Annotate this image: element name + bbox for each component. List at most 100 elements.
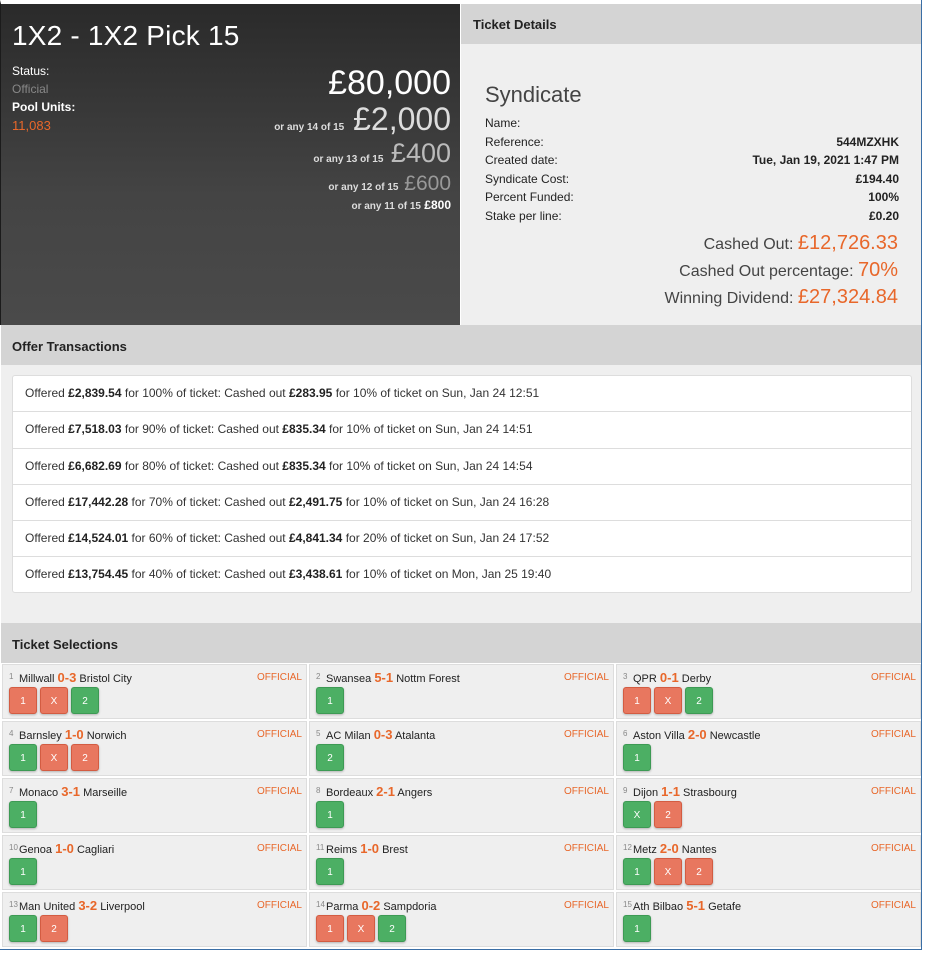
match-score: 5-1 bbox=[686, 898, 706, 913]
match-label: Reims 1-0 Brest bbox=[326, 841, 408, 856]
pick-button[interactable]: 2 bbox=[685, 858, 713, 885]
pick-button[interactable]: 1 bbox=[316, 687, 344, 714]
official-badge: OFFICIAL bbox=[256, 843, 302, 854]
pick-button[interactable]: 2 bbox=[40, 915, 68, 942]
match-score: 1-0 bbox=[360, 841, 380, 856]
pick-button[interactable]: 1 bbox=[623, 915, 651, 942]
pick-button[interactable]: X bbox=[654, 858, 682, 885]
detail-value: Tue, Jan 19, 2021 1:47 PM bbox=[752, 153, 899, 168]
detail-value: £194.40 bbox=[855, 171, 899, 186]
official-badge: OFFICIAL bbox=[256, 729, 302, 740]
match-label: Man United 3-2 Liverpool bbox=[19, 898, 145, 913]
pick-button[interactable]: 2 bbox=[71, 744, 99, 771]
match-label: Aston Villa 2-0 Newcastle bbox=[633, 727, 761, 742]
match-number: 14 bbox=[316, 900, 325, 909]
pick-button[interactable]: 1 bbox=[9, 915, 37, 942]
pick-button[interactable]: 1 bbox=[9, 687, 37, 714]
match-label: QPR 0-1 Derby bbox=[633, 670, 712, 685]
pick-button[interactable]: 1 bbox=[623, 858, 651, 885]
official-badge: OFFICIAL bbox=[563, 843, 609, 854]
match-label: Millwall 0-3 Bristol City bbox=[19, 670, 132, 685]
picks-group: 2 bbox=[316, 744, 344, 771]
pick-button[interactable]: 2 bbox=[685, 687, 713, 714]
match-score: 1-0 bbox=[55, 841, 74, 856]
match-score: 0-1 bbox=[659, 670, 679, 685]
pick-button[interactable]: 2 bbox=[654, 801, 682, 828]
selection-cell: 2 Swansea 5-1 Nottm Forest OFFICIAL 1 bbox=[309, 664, 614, 719]
official-badge: OFFICIAL bbox=[563, 786, 609, 797]
match-label: Bordeaux 2-1 Angers bbox=[326, 784, 433, 799]
pick-button[interactable]: 1 bbox=[623, 744, 651, 771]
cashout-amount: £283.95 bbox=[288, 386, 333, 400]
status-value: Official bbox=[12, 82, 49, 96]
pick-button[interactable]: X bbox=[347, 915, 375, 942]
match-number: 6 bbox=[623, 729, 628, 738]
ticket-details-heading: Ticket Details bbox=[461, 4, 921, 44]
pick-button[interactable]: 1 bbox=[623, 687, 651, 714]
cashed-out: Cashed Out: £12,726.33 bbox=[703, 232, 898, 254]
pick-button[interactable]: 1 bbox=[9, 801, 37, 828]
picks-group: 1 bbox=[9, 858, 37, 885]
prize-13-of-15: or any 13 of 15 £400 bbox=[313, 138, 451, 168]
detail-key: Syndicate Cost: bbox=[485, 171, 570, 186]
detail-value: 100% bbox=[868, 190, 899, 205]
offer-amount: £2,839.54 bbox=[68, 386, 122, 400]
pick-button[interactable]: 1 bbox=[316, 915, 344, 942]
pick-button[interactable]: 1 bbox=[316, 801, 344, 828]
picks-group: 1 bbox=[623, 915, 651, 942]
offer-row: Offered £17,442.28 for 70% of ticket: Ca… bbox=[13, 485, 911, 522]
pick-button[interactable]: 1 bbox=[9, 744, 37, 771]
match-score: 5-1 bbox=[374, 670, 394, 685]
official-badge: OFFICIAL bbox=[870, 786, 916, 797]
detail-key: Name: bbox=[485, 116, 521, 130]
pool-title: 1X2 - 1X2 Pick 15 bbox=[12, 20, 240, 51]
pick-button[interactable]: X bbox=[654, 687, 682, 714]
pick-button[interactable]: 1 bbox=[316, 858, 344, 885]
match-label: AC Milan 0-3 Atalanta bbox=[326, 727, 436, 742]
pick-button[interactable]: X bbox=[623, 801, 651, 828]
official-badge: OFFICIAL bbox=[563, 672, 609, 683]
status-label: Status: bbox=[12, 64, 50, 78]
detail-key: Reference: bbox=[485, 134, 544, 149]
picks-group: 1 bbox=[316, 687, 344, 714]
pick-button[interactable]: 2 bbox=[316, 744, 344, 771]
match-number: 10 bbox=[9, 843, 18, 852]
pick-button[interactable]: X bbox=[40, 744, 68, 771]
match-score: 0-2 bbox=[361, 898, 381, 913]
match-label: Barnsley 1-0 Norwich bbox=[19, 727, 127, 742]
offer-row: Offered £7,518.03 for 90% of ticket: Cas… bbox=[13, 412, 911, 449]
selection-cell: 7 Monaco 3-1 Marseille OFFICIAL 1 bbox=[2, 778, 307, 833]
match-number: 13 bbox=[9, 900, 18, 909]
cashout-amount: £3,438.61 bbox=[288, 567, 343, 582]
match-label: Metz 2-0 Nantes bbox=[633, 841, 717, 856]
offer-row: Offered £2,839.54 for 100% of ticket: Ca… bbox=[13, 376, 911, 413]
match-score: 1-1 bbox=[661, 784, 680, 799]
pick-button[interactable]: X bbox=[40, 687, 68, 714]
cashed-out-percentage: Cashed Out percentage: 70% bbox=[679, 259, 898, 281]
match-label: Genoa 1-0 Cagliari bbox=[19, 841, 115, 856]
offer-row: Offered £14,524.01 for 60% of ticket: Ca… bbox=[13, 521, 911, 558]
pick-button[interactable]: 2 bbox=[71, 687, 99, 714]
detail-key: Created date: bbox=[485, 153, 558, 168]
pick-button[interactable]: 2 bbox=[378, 915, 406, 942]
pick-button[interactable]: 1 bbox=[9, 858, 37, 885]
offer-amount: £17,442.28 bbox=[68, 494, 129, 509]
match-number: 8 bbox=[316, 786, 321, 795]
offer-transactions-list: Offered £2,839.54 for 100% of ticket: Ca… bbox=[12, 375, 912, 593]
picks-group: 1 bbox=[9, 801, 37, 828]
cashout-amount: £4,841.34 bbox=[288, 531, 343, 546]
detail-value: £0.20 bbox=[868, 209, 899, 223]
match-score: 2-0 bbox=[659, 841, 679, 856]
match-label: Ath Bilbao 5-1 Getafe bbox=[633, 898, 742, 913]
official-badge: OFFICIAL bbox=[870, 843, 916, 854]
match-score: 1-0 bbox=[64, 727, 84, 742]
detail-value: 544MZXHK bbox=[836, 134, 899, 149]
